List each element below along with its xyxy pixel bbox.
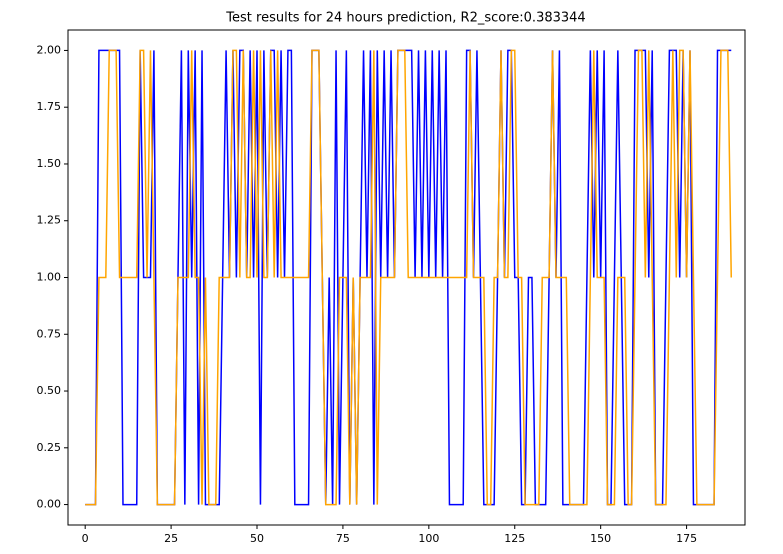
y-tick-label: 1.50 <box>37 157 62 170</box>
chart-title: Test results for 24 hours prediction, R2… <box>225 11 585 26</box>
y-tick-label: 1.25 <box>37 214 62 227</box>
y-tick-label: 1.00 <box>37 271 62 284</box>
x-tick-label: 125 <box>504 532 525 545</box>
x-tick-label: 25 <box>164 532 178 545</box>
x-tick-label: 175 <box>676 532 697 545</box>
series-line <box>85 49 733 506</box>
y-tick-label: 0.00 <box>37 498 62 511</box>
y-tick-label: 0.50 <box>37 384 62 397</box>
x-tick-label: 75 <box>336 532 350 545</box>
y-tick-label: 0.25 <box>37 441 62 454</box>
plot-frame <box>67 29 746 526</box>
y-tick-label: 1.75 <box>37 100 62 113</box>
x-tick-label: 150 <box>590 532 611 545</box>
x-tick-label: 0 <box>82 532 89 545</box>
x-tick-label: 50 <box>250 532 264 545</box>
x-tick-label: 100 <box>418 532 439 545</box>
y-tick-label: 0.75 <box>37 327 62 340</box>
y-tick-label: 2.00 <box>37 43 62 56</box>
series-line <box>85 49 732 506</box>
